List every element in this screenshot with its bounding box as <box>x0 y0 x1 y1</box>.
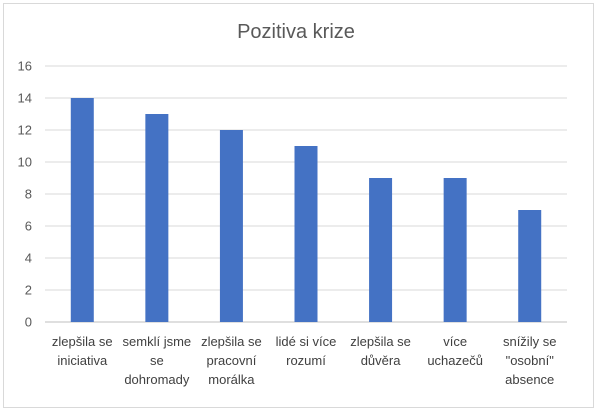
y-tick-label: 2 <box>25 283 32 298</box>
x-category-label-line: důvěra <box>361 353 402 368</box>
x-category-label-line: rozumí <box>286 353 326 368</box>
bar <box>443 178 467 322</box>
x-category-label: semklí jsme se dohromady <box>123 334 192 387</box>
y-tick-label: 16 <box>18 59 32 74</box>
bar <box>70 98 94 322</box>
x-category-label-line: snížily se <box>503 334 556 349</box>
y-axis-ticks: 0 2 4 6 8 10 12 14 16 <box>18 59 32 330</box>
y-tick-label: 4 <box>25 251 32 266</box>
bar <box>145 114 169 322</box>
bar <box>518 210 542 322</box>
bar <box>369 178 393 322</box>
x-category-label-line: zlepšila se <box>52 334 113 349</box>
x-category-label: více uchazečů <box>427 334 483 368</box>
y-tick-label: 14 <box>18 91 32 106</box>
x-category-label-line: pracovní <box>206 353 256 368</box>
x-category-label: zlepšila se iniciativa <box>52 334 113 368</box>
x-category-label-line: semklí jsme <box>123 334 192 349</box>
x-category-label: zlepšila se pracovní morálka <box>201 334 262 387</box>
bar <box>294 146 318 322</box>
bar <box>219 130 243 322</box>
x-category-label-line: lidé si více <box>276 334 337 349</box>
x-category-label-line: absence <box>505 372 554 387</box>
x-axis-labels: zlepšila se iniciativa semklí jsme se dohrom… <box>52 334 557 387</box>
x-category-label-line: "osobní" <box>506 353 555 368</box>
x-category-label: lidé si více rozumí <box>276 334 337 368</box>
y-tick-label: 6 <box>25 219 32 234</box>
y-tick-label: 8 <box>25 187 32 202</box>
x-category-label-line: se <box>150 353 164 368</box>
x-category-label-line: uchazečů <box>427 353 483 368</box>
y-tick-label: 10 <box>18 155 32 170</box>
x-category-label-line: iniciativa <box>57 353 108 368</box>
x-category-label-line: morálka <box>208 372 255 387</box>
chart-title: Pozitiva krize <box>237 21 355 43</box>
y-tick-label: 0 <box>25 315 32 330</box>
x-category-label: zlepšila se důvěra <box>350 334 411 368</box>
y-tick-label: 12 <box>18 123 32 138</box>
bars <box>70 98 542 322</box>
x-category-label-line: dohromady <box>124 372 190 387</box>
x-category-label-line: zlepšila se <box>201 334 262 349</box>
x-category-label-line: více <box>443 334 467 349</box>
x-category-label-line: zlepšila se <box>350 334 411 349</box>
x-category-label: snížily se "osobní" absence <box>503 334 556 387</box>
